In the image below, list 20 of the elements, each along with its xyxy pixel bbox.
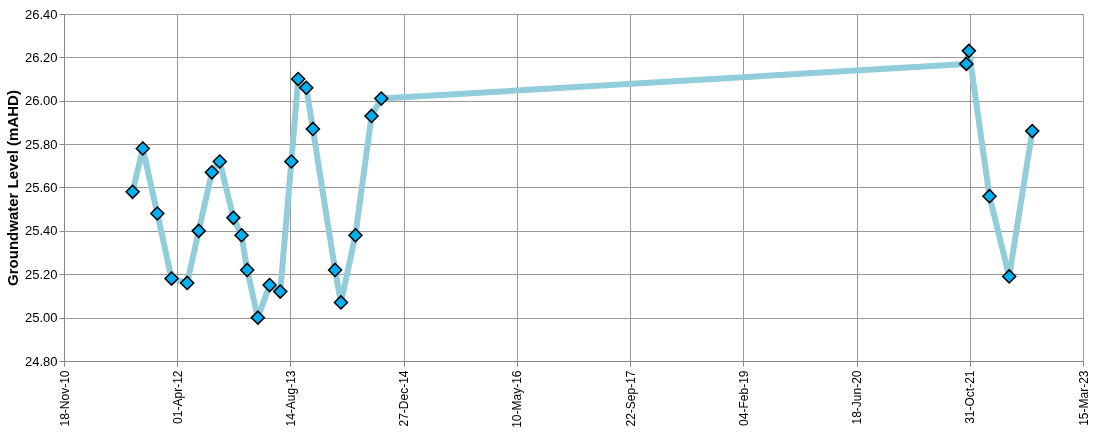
x-tick-label: 27-Dec-14 xyxy=(397,370,412,427)
y-axis-title: Groundwater Level (mAHD) xyxy=(3,90,21,286)
x-tick-label: 01-Apr-12 xyxy=(170,370,185,424)
x-tick-label: 22-Sep-17 xyxy=(623,370,638,427)
y-tick-label: 26.00 xyxy=(24,93,58,109)
x-tick-label: 14-Aug-13 xyxy=(283,370,298,427)
x-tick-label: 18-Jun-20 xyxy=(850,370,865,425)
x-tick-label: 18-Nov-10 xyxy=(57,370,72,427)
y-tick-label: 24.80 xyxy=(24,353,58,369)
x-tick-label: 31-Oct-21 xyxy=(963,370,978,424)
x-tick-label: 04-Feb-19 xyxy=(736,370,751,426)
x-tick-label: 15-Mar-23 xyxy=(1076,370,1091,426)
y-tick-label: 25.20 xyxy=(24,266,58,282)
y-tick-label: 25.80 xyxy=(24,136,58,152)
y-tick-label: 25.40 xyxy=(24,223,58,239)
y-tick-label: 25.00 xyxy=(24,310,58,326)
y-tick-label: 26.20 xyxy=(24,49,58,65)
y-tick-label: 26.40 xyxy=(24,6,58,22)
y-tick-label: 25.60 xyxy=(24,180,58,195)
x-tick-label: 10-May-16 xyxy=(510,370,525,428)
